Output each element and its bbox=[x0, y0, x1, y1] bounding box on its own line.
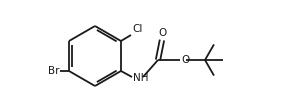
Text: O: O bbox=[159, 28, 167, 38]
Text: NH: NH bbox=[133, 73, 148, 83]
Text: Br: Br bbox=[47, 66, 59, 76]
Text: O: O bbox=[181, 55, 189, 65]
Text: Cl: Cl bbox=[132, 24, 142, 34]
